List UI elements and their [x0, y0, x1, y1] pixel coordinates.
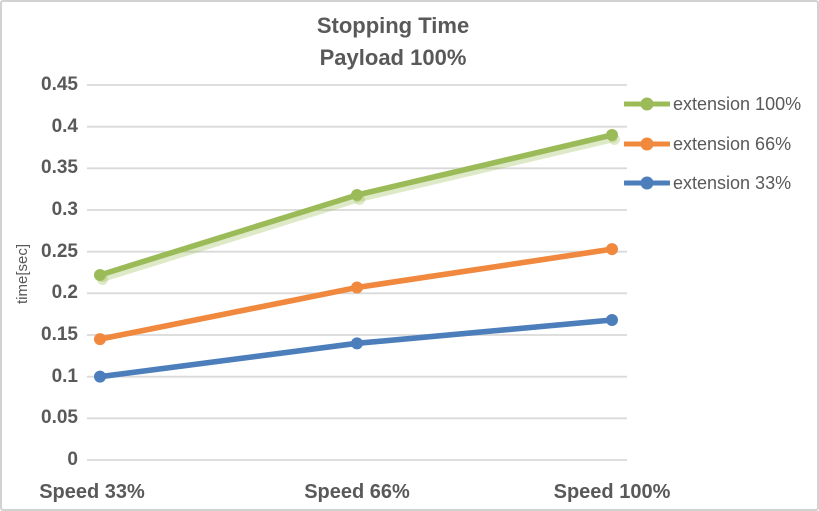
- chart-title: Stopping Time Payload 100%: [2, 10, 784, 74]
- data-point: [606, 129, 618, 141]
- legend-marker-icon: [624, 137, 670, 151]
- y-tick-label: 0.35: [41, 157, 78, 179]
- y-tick-label: 0.1: [51, 365, 78, 387]
- data-point: [606, 314, 618, 326]
- data-point: [94, 333, 106, 346]
- y-tick-label: 0.45: [41, 74, 78, 95]
- y-tick-label: 0.15: [41, 324, 78, 345]
- legend-label: extension 33%: [673, 172, 792, 193]
- x-axis-label: Speed 33%: [39, 481, 145, 503]
- chart-title-line1: Stopping Time: [316, 13, 470, 38]
- legend-item: extension 66%: [624, 131, 791, 157]
- y-tick-label: 0.2: [51, 282, 78, 304]
- x-axis-label: Speed 66%: [304, 481, 410, 503]
- legend-item: extension 33%: [624, 170, 791, 196]
- data-point: [606, 243, 618, 256]
- data-point: [351, 281, 363, 294]
- legend-marker-icon: [624, 176, 670, 190]
- data-point: [94, 269, 106, 281]
- data-point: [351, 337, 363, 350]
- legend-item: extension 100%: [624, 91, 801, 117]
- y-tick-label: 0.25: [41, 240, 78, 262]
- legend-marker-icon: [624, 97, 670, 111]
- y-tick-label: 0.05: [41, 407, 78, 429]
- y-tick-label: 0: [67, 449, 78, 470]
- data-point: [94, 370, 106, 383]
- x-axis-label: Speed 100%: [553, 481, 671, 503]
- y-tick-label: 0.3: [51, 199, 78, 220]
- legend-label: extension 100%: [673, 93, 802, 114]
- chart-title-line2: Payload 100%: [319, 45, 467, 70]
- data-point: [351, 189, 363, 201]
- y-tick-label: 0.4: [51, 115, 78, 137]
- legend-label: extension 66%: [673, 133, 792, 154]
